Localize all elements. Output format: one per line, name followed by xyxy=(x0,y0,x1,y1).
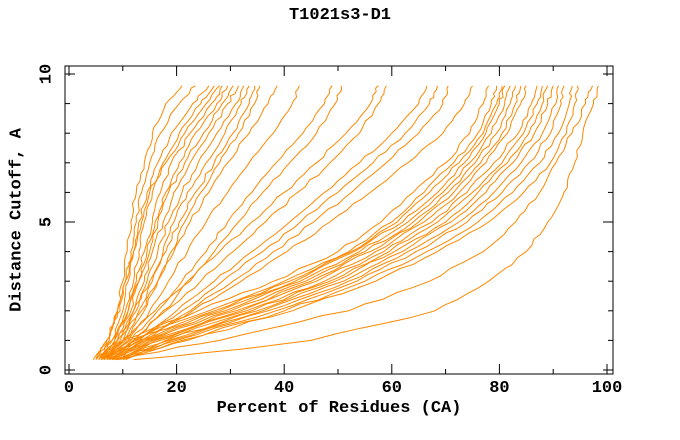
model-curve xyxy=(100,85,379,360)
model-curve xyxy=(100,85,220,360)
model-curve xyxy=(122,85,560,361)
model-curve xyxy=(117,85,593,361)
model-curve xyxy=(106,85,300,360)
y-tick-label: 5 xyxy=(37,216,57,228)
model-curve xyxy=(103,85,498,360)
model-curve xyxy=(100,85,490,360)
model-curve xyxy=(109,85,438,361)
model-curve xyxy=(103,85,278,360)
y-tick-label: 0 xyxy=(37,364,57,376)
y-tick-label: 10 xyxy=(37,63,57,85)
model-curve xyxy=(98,85,210,360)
model-curve xyxy=(95,85,223,360)
model-curve xyxy=(98,85,250,360)
model-curve xyxy=(114,85,565,361)
chart-title: T1021s3-D1 xyxy=(288,6,392,25)
model-curve xyxy=(106,85,503,361)
model-curve xyxy=(101,85,333,361)
x-tick-label: 0 xyxy=(63,379,75,398)
model-curves xyxy=(92,85,599,361)
model-curve xyxy=(117,85,579,361)
axis-ticks xyxy=(65,66,613,374)
model-curve xyxy=(111,85,473,361)
model-curve xyxy=(106,85,527,361)
model-curve xyxy=(109,85,543,361)
plot-border xyxy=(64,65,614,375)
model-curve xyxy=(100,85,239,360)
model-curve xyxy=(114,85,522,361)
model-curve xyxy=(117,85,538,361)
model-curve xyxy=(111,85,554,361)
model-curve xyxy=(103,85,428,360)
x-tick-label: 80 xyxy=(489,379,510,398)
model-curve xyxy=(106,85,256,360)
x-tick-label: 20 xyxy=(166,379,187,398)
model-curve xyxy=(101,85,516,361)
model-curve xyxy=(103,85,229,360)
x-tick-label: 100 xyxy=(591,379,623,398)
model-curve xyxy=(95,85,215,360)
model-curve xyxy=(106,85,387,360)
x-tick-label: 60 xyxy=(381,379,402,398)
model-curve xyxy=(103,85,245,360)
model-curve xyxy=(109,85,506,361)
model-curve xyxy=(119,85,549,361)
model-curve xyxy=(101,85,261,361)
x-axis-label: Percent of Residues (CA) xyxy=(216,399,462,418)
model-curve xyxy=(133,85,599,361)
x-tick-label: 40 xyxy=(273,379,295,398)
model-curve xyxy=(111,85,511,361)
model-curve xyxy=(98,85,234,360)
